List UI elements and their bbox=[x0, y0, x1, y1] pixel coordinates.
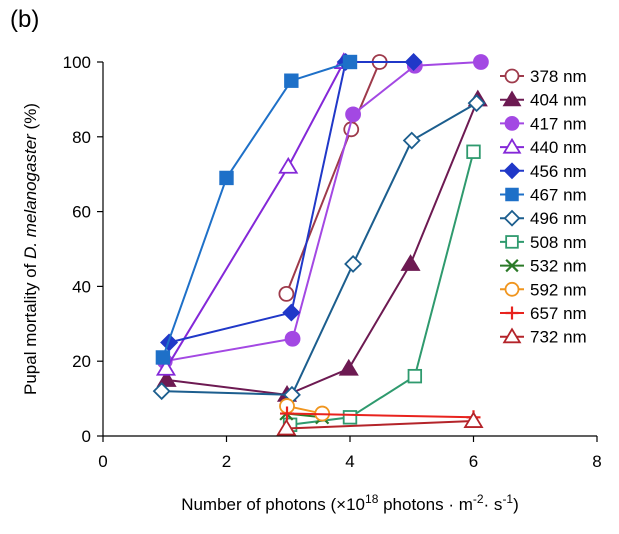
series-378-nm bbox=[278, 54, 388, 302]
series-line-657-nm bbox=[286, 412, 474, 419]
legend-marker bbox=[505, 187, 519, 202]
legend-marker bbox=[503, 209, 521, 227]
data-point-378-nm bbox=[278, 285, 295, 302]
data-point-440-nm bbox=[278, 156, 299, 174]
data-point-496-nm bbox=[344, 254, 363, 273]
legend-item-456-nm[interactable]: 456 nm bbox=[500, 162, 587, 181]
series-line-467-nm bbox=[161, 61, 351, 358]
data-point-496-nm bbox=[467, 94, 486, 113]
data-point-496-nm bbox=[152, 382, 171, 401]
data-point-732-nm bbox=[276, 418, 297, 436]
legend-label: 732 nm bbox=[530, 328, 587, 347]
series-732-nm bbox=[276, 411, 484, 436]
series-467-nm bbox=[155, 54, 358, 365]
y-tick-label: 0 bbox=[82, 427, 91, 446]
legend-label: 404 nm bbox=[530, 91, 587, 110]
legend-marker bbox=[502, 137, 522, 154]
data-point-404-nm bbox=[156, 370, 177, 387]
legend-item-508-nm[interactable]: 508 nm bbox=[500, 233, 587, 252]
data-point-440-nm bbox=[155, 358, 177, 376]
legend-item-657-nm[interactable]: 657 nm bbox=[500, 304, 587, 323]
legend-label: 657 nm bbox=[530, 304, 587, 323]
legend-item-440-nm[interactable]: 440 nm bbox=[500, 137, 587, 157]
series-line-456-nm bbox=[168, 61, 414, 344]
y-axis-title: Pupal mortality of D. melanogaster (%) bbox=[21, 103, 40, 395]
data-point-732-nm bbox=[463, 411, 484, 428]
data-point-508-nm bbox=[342, 410, 358, 425]
data-point-417-nm bbox=[473, 54, 489, 70]
data-point-467-nm bbox=[342, 54, 358, 70]
legend-item-378-nm[interactable]: 378 nm bbox=[500, 67, 587, 86]
series-line-417-nm bbox=[164, 61, 481, 363]
data-point-496-nm bbox=[402, 131, 421, 150]
legend-label: 532 nm bbox=[530, 257, 587, 276]
data-point-456-nm bbox=[282, 303, 301, 322]
series-line-496-nm bbox=[161, 102, 478, 396]
data-point-467-nm bbox=[155, 350, 171, 365]
legend-marker bbox=[505, 258, 519, 273]
legend[interactable]: 378 nm 404 nm 417 nm 440 nm 456 nm 467 nm 496 … bbox=[500, 67, 587, 347]
x-tick-label: 4 bbox=[345, 452, 354, 471]
legend-label: 496 nm bbox=[530, 209, 587, 228]
legend-item-404-nm[interactable]: 404 nm bbox=[500, 90, 587, 110]
legend-label: 508 nm bbox=[530, 233, 587, 252]
legend-marker bbox=[502, 327, 522, 344]
panel-label: (b) bbox=[10, 6, 39, 33]
legend-marker bbox=[505, 306, 519, 320]
series-line-378-nm bbox=[285, 61, 381, 295]
x-tick-label: 2 bbox=[222, 452, 231, 471]
series-layer bbox=[152, 52, 489, 436]
data-point-467-nm bbox=[219, 170, 234, 186]
data-point-404-nm bbox=[400, 254, 421, 271]
legend-item-496-nm[interactable]: 496 nm bbox=[500, 209, 587, 228]
y-tick-label: 20 bbox=[72, 352, 91, 371]
data-point-508-nm bbox=[466, 144, 481, 159]
legend-item-417-nm[interactable]: 417 nm bbox=[500, 114, 587, 133]
legend-label: 378 nm bbox=[530, 67, 587, 86]
y-ticks: 0 20 40 60 80 100 bbox=[63, 53, 103, 446]
legend-item-532-nm[interactable]: 532 nm bbox=[500, 257, 587, 276]
data-point-456-nm bbox=[404, 53, 423, 71]
legend-marker bbox=[504, 68, 520, 84]
legend-marker bbox=[504, 116, 520, 131]
legend-item-732-nm[interactable]: 732 nm bbox=[500, 327, 587, 347]
series-line-732-nm bbox=[286, 420, 474, 430]
legend-marker bbox=[505, 235, 519, 249]
y-tick-label: 80 bbox=[72, 128, 91, 147]
legend-label: 592 nm bbox=[530, 280, 587, 299]
series-line-404-nm bbox=[166, 99, 479, 396]
legend-marker bbox=[503, 162, 521, 180]
y-tick-label: 60 bbox=[72, 203, 91, 222]
legend-marker bbox=[502, 90, 522, 107]
y-tick-label: 100 bbox=[63, 53, 91, 72]
data-point-417-nm bbox=[284, 330, 301, 347]
legend-item-592-nm[interactable]: 592 nm bbox=[500, 280, 587, 299]
y-tick-label: 40 bbox=[72, 277, 91, 296]
x-tick-label: 0 bbox=[98, 452, 107, 471]
legend-item-467-nm[interactable]: 467 nm bbox=[500, 186, 587, 205]
data-point-657-nm bbox=[280, 406, 295, 421]
legend-label: 456 nm bbox=[530, 162, 587, 181]
data-point-417-nm bbox=[345, 106, 361, 123]
legend-label: 440 nm bbox=[530, 138, 587, 157]
legend-marker bbox=[504, 281, 520, 297]
series-508-nm bbox=[282, 144, 481, 432]
series-496-nm bbox=[152, 94, 486, 404]
data-point-404-nm bbox=[338, 358, 359, 376]
x-tick-label: 8 bbox=[592, 452, 601, 471]
data-point-508-nm bbox=[407, 368, 423, 384]
x-axis-title: Number of photons (×1018 photons · m-2· … bbox=[181, 492, 519, 514]
data-point-467-nm bbox=[284, 73, 299, 88]
x-ticks: 0 2 4 6 8 bbox=[98, 436, 602, 471]
x-tick-label: 6 bbox=[469, 452, 478, 471]
legend-label: 417 nm bbox=[530, 114, 587, 133]
legend-label: 467 nm bbox=[530, 186, 587, 205]
